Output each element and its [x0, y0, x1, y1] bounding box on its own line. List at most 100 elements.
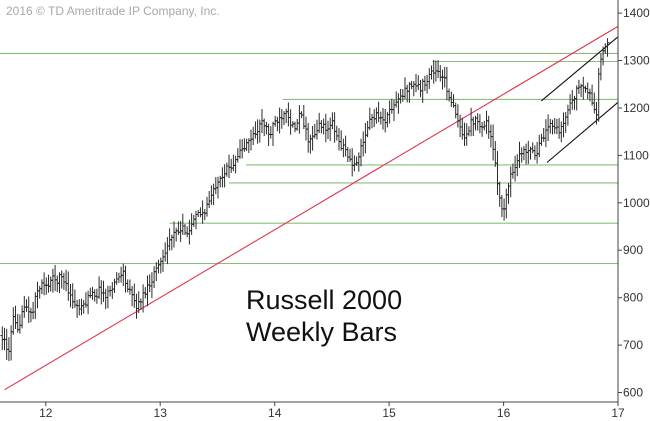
price-bar: [224, 162, 229, 177]
price-bar: [524, 143, 529, 165]
price-bar: [161, 249, 165, 272]
price-bar: [35, 281, 40, 309]
price-bar: [180, 213, 185, 235]
chart-title-line-2: Weekly Bars: [246, 317, 398, 347]
price-bar: [295, 118, 300, 131]
price-bar: [376, 101, 381, 123]
price-bar: [535, 141, 540, 164]
price-bar: [200, 200, 205, 224]
price-bar: [213, 177, 218, 195]
price-bar: [31, 301, 36, 320]
price-bar: [552, 118, 557, 134]
price-bar: [57, 272, 62, 294]
x-tick-label: 17: [611, 406, 625, 420]
price-bar: [301, 105, 306, 129]
price-bar: [334, 125, 339, 141]
price-bar: [497, 181, 502, 207]
price-bar: [268, 126, 273, 139]
price-bar: [429, 65, 434, 80]
price-bar: [598, 53, 603, 81]
price-bar: [79, 298, 84, 316]
price-bar: [508, 166, 513, 198]
price-bar: [438, 65, 443, 82]
price-bar: [453, 102, 458, 119]
price-bar: [559, 121, 564, 143]
price-bar: [9, 325, 14, 361]
price-bar: [323, 113, 328, 143]
price-bar: [416, 75, 421, 91]
price-bar: [372, 109, 377, 127]
price-bar: [207, 191, 212, 208]
price-bar: [590, 84, 595, 106]
price-bar: [418, 80, 423, 98]
price-bar: [480, 122, 485, 137]
price-bar: [191, 214, 196, 227]
price-bar: [194, 210, 198, 230]
price-bar: [471, 116, 476, 136]
price-bar: [557, 118, 562, 139]
price-bar: [112, 278, 117, 293]
price-bar: [123, 265, 128, 293]
y-tick-label: 800: [623, 291, 643, 305]
price-bar: [244, 138, 249, 151]
price-bar: [88, 287, 93, 298]
price-bar: [216, 176, 220, 199]
price-bar: [561, 112, 566, 138]
price-bar: [464, 123, 469, 146]
price-bar: [227, 154, 231, 179]
price-bar: [352, 155, 357, 172]
price-bar: [145, 275, 150, 307]
chart-title: Russell 2000 Weekly Bars: [246, 284, 446, 348]
y-tick-label: 700: [623, 338, 643, 352]
price-bar: [601, 46, 606, 66]
y-tick-label: 1200: [623, 101, 650, 115]
price-bar: [211, 183, 216, 206]
price-bar: [297, 105, 302, 134]
price-bar: [172, 221, 176, 248]
price-bar: [257, 119, 262, 143]
price-bar: [343, 135, 348, 157]
price-bar: [537, 134, 542, 158]
price-bar: [271, 121, 275, 146]
price-bar: [442, 66, 447, 88]
x-tick-label: 14: [268, 406, 282, 420]
price-bar: [374, 107, 379, 124]
price-bar: [46, 274, 51, 293]
price-bar: [290, 121, 295, 128]
price-bar: [37, 285, 42, 299]
price-bar: [103, 288, 108, 310]
price-bar: [460, 117, 465, 140]
price-bar: [293, 121, 297, 133]
price-bar: [174, 227, 179, 242]
price-bar: [521, 146, 526, 161]
y-tick-label: 1100: [623, 148, 649, 162]
price-bar: [116, 272, 121, 283]
price-bar: [53, 264, 58, 291]
x-tick-label: 12: [39, 406, 53, 420]
price-bar: [546, 114, 551, 141]
price-bar: [488, 124, 493, 148]
price-bar: [526, 140, 531, 165]
price-bar: [132, 283, 137, 308]
price-bar: [532, 145, 537, 160]
price-bar: [409, 80, 414, 90]
chart-title-line-1: Russell 2000: [246, 285, 403, 315]
price-bar: [94, 288, 99, 304]
price-bar: [396, 93, 401, 114]
price-bar: [387, 100, 392, 124]
price-bar: [568, 94, 573, 115]
price-bar: [196, 210, 201, 217]
price-bar: [64, 269, 69, 292]
price-bar: [462, 122, 467, 146]
price-bar: [502, 198, 507, 221]
price-bar: [185, 226, 190, 238]
price-bar: [550, 119, 555, 135]
price-bar: [389, 98, 394, 114]
price-bar: [143, 287, 148, 299]
y-tick-label: 1400: [623, 6, 650, 20]
price-bar: [411, 81, 416, 97]
price-bar: [68, 284, 73, 308]
price-bar: [530, 142, 535, 154]
price-bar: [284, 108, 289, 124]
price-bar: [548, 118, 553, 134]
